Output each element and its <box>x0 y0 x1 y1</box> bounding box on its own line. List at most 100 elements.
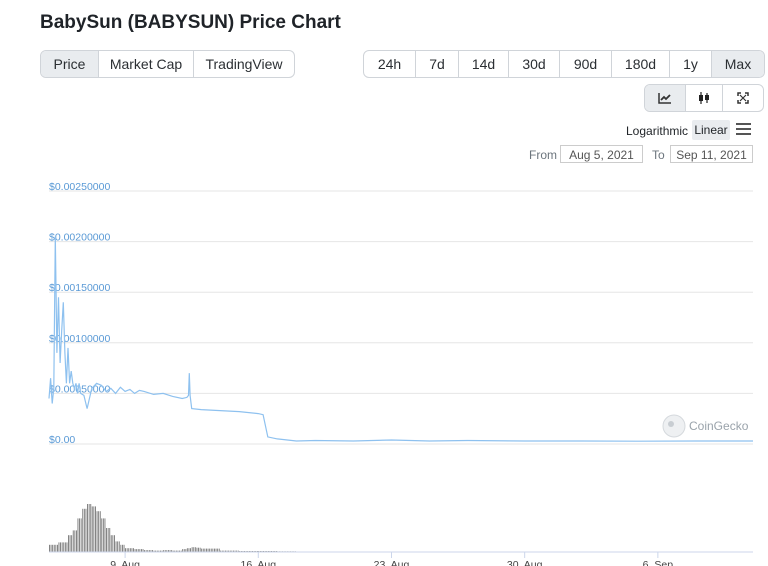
volume-bar <box>50 544 52 552</box>
hamburger-menu-icon[interactable] <box>736 123 751 135</box>
volume-bar <box>141 549 142 552</box>
volume-bar <box>161 550 163 552</box>
volume-bar <box>148 550 150 552</box>
scale-logarithmic-option[interactable]: Logarithmic <box>626 124 689 138</box>
volume-bar <box>172 550 174 552</box>
volume-bar <box>221 550 223 552</box>
range-from-label: From <box>529 148 557 162</box>
volume-bar <box>60 542 61 552</box>
volume-bar <box>155 550 157 552</box>
volume-bar <box>49 544 50 552</box>
volume-bar <box>186 548 188 552</box>
line-chart-button[interactable] <box>645 85 686 111</box>
volume-bar <box>233 550 234 552</box>
volume-bar <box>58 542 60 552</box>
range-14d-button[interactable]: 14d <box>459 51 509 77</box>
volume-bar <box>71 535 73 552</box>
range-180d-button[interactable]: 180d <box>612 51 670 77</box>
scale-linear-option[interactable]: Linear <box>692 120 730 140</box>
candlestick-button[interactable] <box>686 85 723 111</box>
fullscreen-button[interactable] <box>723 85 763 111</box>
volume-bar <box>215 548 217 552</box>
volume-bar <box>180 550 182 552</box>
x-tick-label: 9. Aug <box>110 559 140 566</box>
volume-bar <box>53 544 55 552</box>
coingecko-watermark: CoinGecko <box>662 414 749 438</box>
volume-bar <box>68 535 69 552</box>
volume-bar <box>212 548 214 552</box>
volume-bar <box>209 548 211 552</box>
range-24h-button[interactable]: 24h <box>364 51 416 77</box>
volume-bar <box>64 542 66 552</box>
tab-price[interactable]: Price <box>41 51 99 77</box>
volume-bar <box>122 544 123 552</box>
volume-bar <box>169 550 171 552</box>
volume-bar <box>129 548 131 552</box>
volume-bar <box>225 550 226 552</box>
volume-bar <box>229 550 231 552</box>
volume-bar <box>99 511 101 552</box>
line-chart-icon <box>658 93 671 104</box>
volume-bar <box>207 548 209 552</box>
x-tick-label: 6. Sep <box>643 559 674 566</box>
y-tick-label: $0.00100000 <box>49 333 110 345</box>
volume-bar <box>217 548 219 552</box>
chart-grid <box>49 190 753 445</box>
volume-bar <box>88 504 90 552</box>
volume-bar <box>196 547 198 552</box>
volume-bar <box>104 518 106 552</box>
volume-bar <box>228 550 230 552</box>
volume-bar <box>210 548 212 552</box>
chart-type-tabs: Price Market Cap TradingView <box>40 50 295 78</box>
volume-bar <box>133 548 134 552</box>
range-max-button[interactable]: Max <box>712 51 764 77</box>
x-axis: 9. Aug 16. Aug 23. Aug 30. Aug 6. Sep <box>49 551 753 566</box>
volume-bar <box>204 548 206 552</box>
volume-bar <box>52 544 54 552</box>
fullscreen-icon <box>737 92 749 104</box>
volume-bar <box>96 511 98 552</box>
volume-bar <box>77 518 79 552</box>
range-from-input[interactable]: Aug 5, 2021 <box>560 145 643 163</box>
volume-bar <box>194 547 196 552</box>
volume-bar <box>55 544 57 552</box>
volume-bar <box>185 549 187 552</box>
volume-bar <box>206 548 207 552</box>
volume-bar <box>179 550 180 552</box>
volume-bar <box>112 535 114 552</box>
volume-bar <box>66 542 68 552</box>
volume-bar <box>128 548 130 552</box>
volume-bar <box>198 547 199 552</box>
volume-bar <box>160 550 161 552</box>
volume-bar <box>202 548 204 552</box>
volume-bar <box>158 550 160 552</box>
range-1y-button[interactable]: 1y <box>670 51 712 77</box>
volume-bar <box>191 547 193 552</box>
range-7d-button[interactable]: 7d <box>416 51 459 77</box>
volume-bar <box>147 550 149 552</box>
volume-bar <box>80 518 82 552</box>
volume-bar <box>83 508 85 552</box>
volume-bar <box>150 550 152 552</box>
volume-bar <box>85 508 87 552</box>
volume-bar <box>234 550 236 552</box>
tab-market-cap[interactable]: Market Cap <box>99 51 194 77</box>
volume-bar <box>91 506 93 552</box>
volume-bar <box>110 535 112 552</box>
range-to-input[interactable]: Sep 11, 2021 <box>670 145 753 163</box>
volume-bar <box>95 506 96 552</box>
volume-bar <box>82 508 84 552</box>
volume-bar <box>106 528 107 552</box>
volume-bar <box>125 548 126 552</box>
range-30d-button[interactable]: 30d <box>509 51 560 77</box>
volume-bar <box>69 535 71 552</box>
volume-bar <box>120 544 122 552</box>
volume-bar <box>126 548 128 552</box>
volume-bar <box>214 548 215 552</box>
volume-bar <box>152 550 153 552</box>
volume-bar <box>220 550 222 552</box>
range-90d-button[interactable]: 90d <box>560 51 612 77</box>
tab-tradingview[interactable]: TradingView <box>205 56 283 72</box>
volume-bar <box>115 541 117 552</box>
volume-bar <box>102 518 104 552</box>
